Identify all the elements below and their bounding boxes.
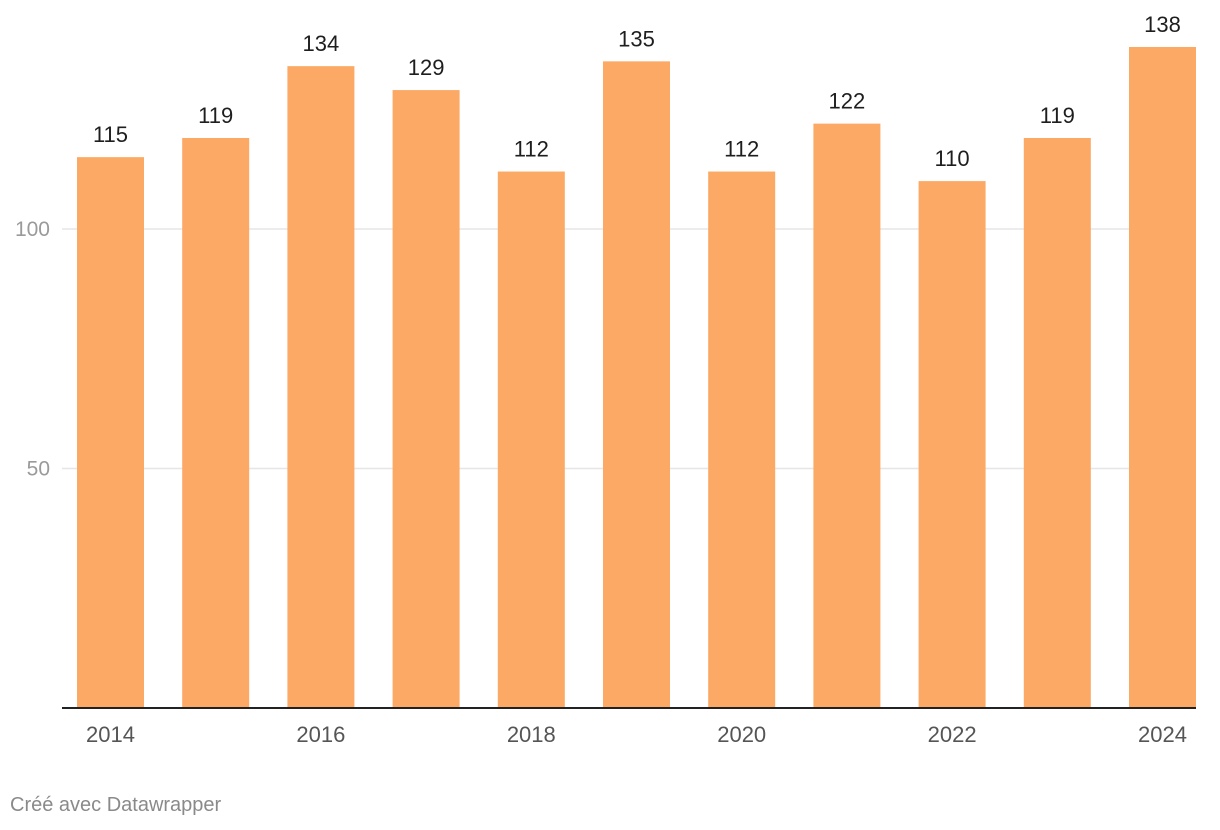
bar-2017: [392, 90, 460, 709]
bar-2016: [287, 66, 355, 708]
bar-2023: [1023, 137, 1091, 709]
bar-2018: [497, 171, 565, 708]
x-tick-label-2020: 2020: [717, 722, 766, 747]
bar-2014: [77, 157, 144, 708]
x-tick-label-2016: 2016: [296, 722, 345, 747]
value-label-2022: 110: [935, 146, 970, 171]
value-label-2024: 138: [1144, 12, 1181, 37]
bar-2015: [182, 137, 250, 709]
value-label-2016: 134: [303, 31, 340, 56]
bar-2022: [918, 181, 986, 709]
value-label-2018: 112: [514, 137, 549, 162]
value-label-2021: 122: [829, 89, 866, 114]
bar-2021: [813, 123, 881, 709]
value-label-2019: 135: [618, 26, 655, 51]
value-label-2023: 119: [1040, 103, 1075, 128]
bar-2019: [603, 61, 670, 709]
x-tick-label-2024: 2024: [1138, 722, 1187, 747]
bar-2024: [1129, 46, 1196, 709]
x-tick-label-2018: 2018: [507, 722, 556, 747]
bars-layer: [77, 46, 1196, 709]
value-labels-layer: 115 119 134 129 112 135 112 122 110 119 138: [93, 12, 1181, 171]
value-label-2015: 119: [198, 103, 233, 128]
y-tick-label-50: 50: [27, 458, 50, 481]
y-tick-label-100: 100: [15, 218, 50, 241]
x-tick-label-2022: 2022: [928, 722, 977, 747]
credit-text: Créé avec Datawrapper: [10, 794, 222, 816]
value-label-2020: 112: [724, 137, 759, 162]
value-label-2014: 115: [93, 122, 128, 147]
x-tick-label-2014: 2014: [86, 722, 135, 747]
x-labels-layer: 2014 2016 2018 2020 2022 2024: [86, 722, 1187, 747]
value-label-2017: 129: [408, 55, 445, 80]
bar-2020: [708, 171, 776, 708]
